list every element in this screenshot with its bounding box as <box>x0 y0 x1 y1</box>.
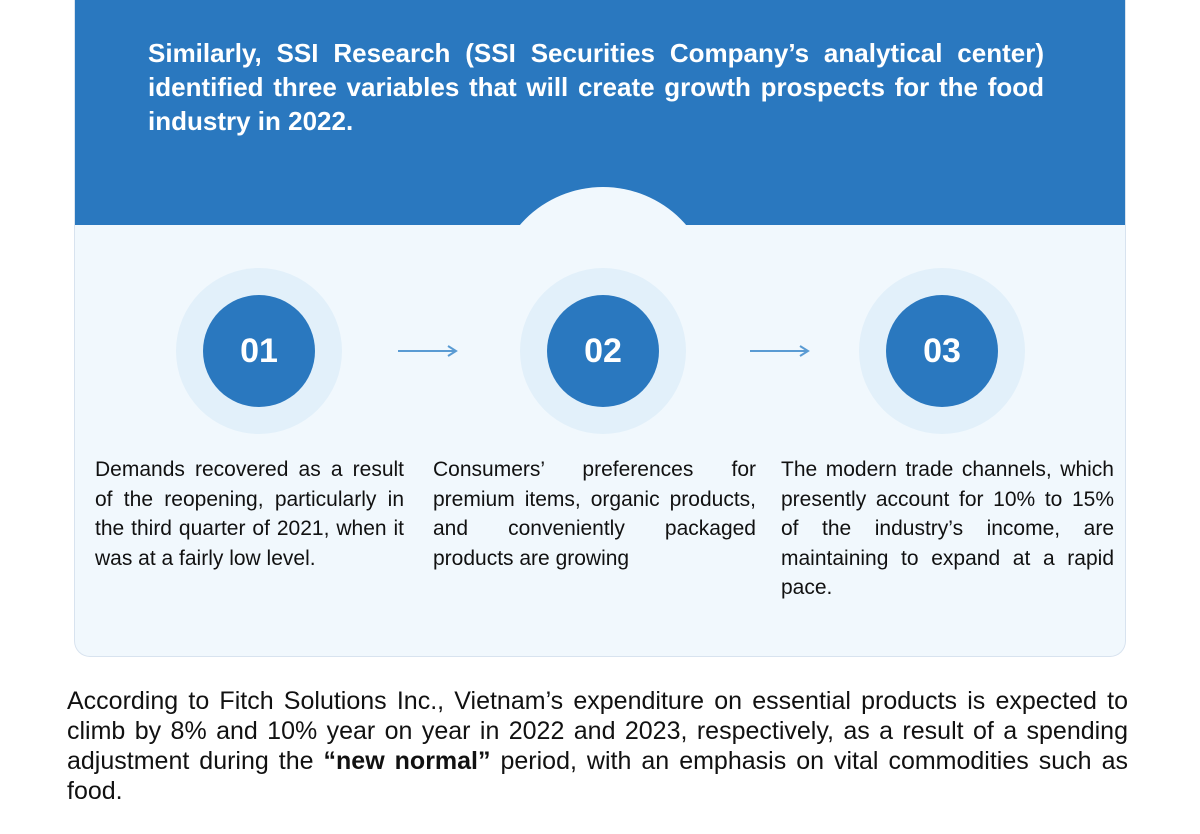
step-3-number: 03 <box>886 295 998 407</box>
step-2-text: Consumers’ preferences for premium items… <box>433 458 756 570</box>
step-1-text: Demands recovered as a result of the reo… <box>95 458 404 570</box>
paragraph-emphasis: “new normal” <box>323 747 491 775</box>
arrow-right-icon <box>750 345 810 357</box>
step-1-number: 01 <box>203 295 315 407</box>
intro-text: Similarly, SSI Research (SSI Securities … <box>148 38 1044 136</box>
body-paragraph: According to Fitch Solutions Inc., Vietn… <box>67 686 1128 806</box>
paragraph-text: According to Fitch Solutions Inc., Vietn… <box>67 687 1128 775</box>
step-1-circle: 01 <box>176 268 342 434</box>
arrow-right-icon <box>398 345 458 357</box>
step-3-circle: 03 <box>859 268 1025 434</box>
step-2-circle: 02 <box>520 268 686 434</box>
growth-factors-card: Similarly, SSI Research (SSI Securities … <box>74 0 1126 657</box>
step-3-text: The modern trade channels, which present… <box>781 458 1114 599</box>
step-2-number: 02 <box>547 295 659 407</box>
paragraph-text-end: period, with an emphasis on vital commod… <box>67 747 1128 805</box>
